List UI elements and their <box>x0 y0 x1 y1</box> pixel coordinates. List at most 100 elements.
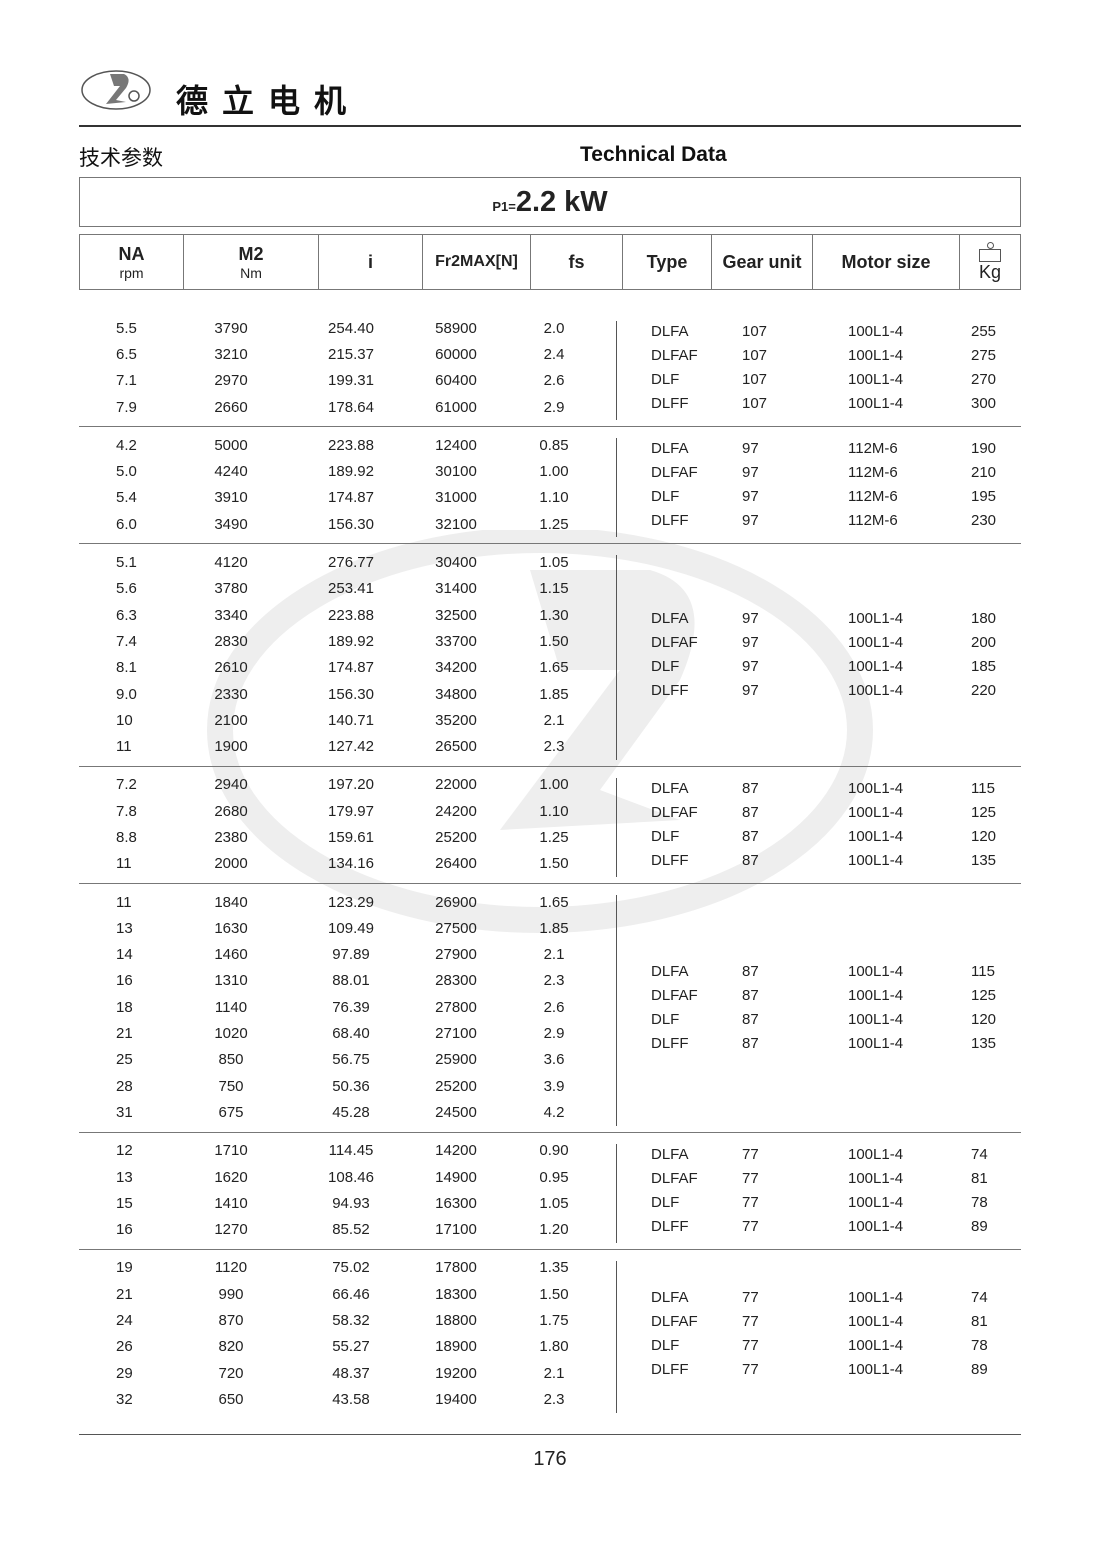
na-value: 14 <box>116 946 133 964</box>
na-value: 4.2 <box>116 436 137 454</box>
unit-list: DLFA 77 100L1-4 74 DLFAF 77 100L1-4 81 DLF 77 100L… <box>616 1255 1021 1413</box>
na-value: 5.1 <box>116 554 137 572</box>
table-row: 14 1460 97.89 27900 2.1 <box>79 942 616 968</box>
fr2max-value: 19200 <box>435 1364 477 1382</box>
gear-unit-value: 97 <box>742 464 759 482</box>
m2-value: 1410 <box>214 1194 248 1212</box>
unit-row: DLFAF 87 100L1-4 125 <box>616 983 1021 1007</box>
motor-size-value: 100L1-4 <box>848 1193 904 1211</box>
unit-row: DLFF 77 100L1-4 89 <box>616 1358 1021 1382</box>
na-value: 13 <box>116 919 133 937</box>
gear-unit-value: 87 <box>742 986 759 1004</box>
m2-value: 3340 <box>214 606 248 624</box>
table-row: 8.8 2380 159.61 25200 1.25 <box>79 824 616 850</box>
data-table: 5.5 3790 254.40 58900 2.0 6.5 3210 215.37 60000 2… <box>79 310 1021 1419</box>
col-m2-unit: Nm <box>240 264 262 281</box>
table-row: 24 870 58.32 18800 1.75 <box>79 1307 616 1333</box>
table-row: 9.0 2330 156.30 34800 1.85 <box>79 681 616 707</box>
motor-size-value: 100L1-4 <box>848 1145 904 1163</box>
unit-list: DLFA 87 100L1-4 115 DLFAF 87 100L1-4 125 DLF 87 10… <box>616 889 1021 1126</box>
gear-unit-value: 87 <box>742 962 759 980</box>
fr2max-value: 24200 <box>435 802 477 820</box>
na-value: 31 <box>116 1103 133 1121</box>
weight-value: 135 <box>971 1034 997 1052</box>
type-value: DLFF <box>651 1034 689 1052</box>
fs-value: 2.9 <box>543 1025 565 1043</box>
type-value: DLFF <box>651 1361 689 1379</box>
type-value: DLF <box>651 1193 680 1211</box>
m2-value: 1460 <box>214 946 248 964</box>
fs-value: 1.25 <box>539 515 569 533</box>
table-row: 13 1620 108.46 14900 0.95 <box>79 1164 616 1190</box>
table-row: 11 2000 134.16 26400 1.50 <box>79 851 616 877</box>
fr2max-value: 30100 <box>435 463 477 481</box>
gear-unit-value: 77 <box>742 1145 759 1163</box>
m2-value: 2940 <box>214 776 248 794</box>
unit-list: DLFA 77 100L1-4 74 DLFAF 77 100L1-4 81 DLF 77 100L… <box>616 1138 1021 1243</box>
fs-value: 1.05 <box>539 554 569 572</box>
ratio-value: 55.27 <box>332 1338 370 1356</box>
performance-rows: 7.2 2940 197.20 22000 1.00 7.8 2680 179.97 24200… <box>79 772 616 877</box>
table-row: 12 1710 114.45 14200 0.90 <box>79 1138 616 1164</box>
na-value: 25 <box>116 1051 133 1069</box>
table-row: 11 1900 127.42 26500 2.3 <box>79 733 616 759</box>
col-na-label: NA <box>118 243 145 264</box>
ratio-value: 127.42 <box>328 738 374 756</box>
fs-value: 2.9 <box>543 398 565 416</box>
fs-value: 1.50 <box>539 855 569 873</box>
weight-value: 185 <box>971 658 997 676</box>
fs-value: 1.10 <box>539 489 569 507</box>
table-row: 19 1120 75.02 17800 1.35 <box>79 1255 616 1281</box>
fr2max-value: 61000 <box>435 398 477 416</box>
weight-value: 81 <box>971 1169 988 1187</box>
fs-value: 1.10 <box>539 802 569 820</box>
m2-value: 1120 <box>214 1259 248 1277</box>
ratio-value: 66.46 <box>332 1285 370 1303</box>
m2-value: 750 <box>218 1077 244 1095</box>
m2-value: 1840 <box>214 893 248 911</box>
col-motor-size-label: Motor size <box>841 251 931 272</box>
weight-value: 270 <box>971 371 997 389</box>
m2-value: 3790 <box>214 319 248 337</box>
motor-size-value: 100L1-4 <box>848 1361 904 1379</box>
m2-value: 4240 <box>214 463 248 481</box>
ratio-value: 223.88 <box>328 436 374 454</box>
weight-value: 89 <box>971 1361 988 1379</box>
title-chinese: 技术参数 <box>79 147 163 170</box>
table-row: 26 820 55.27 18900 1.80 <box>79 1334 616 1360</box>
na-value: 6.3 <box>116 606 137 624</box>
unit-row: DLFAF 97 100L1-4 200 <box>616 631 1021 655</box>
unit-row: DLFF 87 100L1-4 135 <box>616 848 1021 872</box>
unit-row: DLFF 97 100L1-4 220 <box>616 679 1021 703</box>
company-logo <box>81 70 151 110</box>
fr2max-value: 25900 <box>435 1051 477 1069</box>
motor-size-value: 100L1-4 <box>848 347 904 365</box>
m2-value: 1900 <box>214 738 248 756</box>
na-value: 24 <box>116 1312 133 1330</box>
performance-rows: 11 1840 123.29 26900 1.65 13 1630 109.49 27500 1.… <box>79 889 616 1126</box>
na-value: 6.5 <box>116 345 137 363</box>
weight-value: 81 <box>971 1313 988 1331</box>
m2-value: 1710 <box>214 1142 248 1160</box>
page-number: 176 <box>533 1448 567 1470</box>
col-type: Type <box>623 235 712 289</box>
gear-unit-value: 77 <box>742 1313 759 1331</box>
ratio-value: 97.89 <box>332 946 370 964</box>
fr2max-value: 17800 <box>435 1259 477 1277</box>
data-group: 19 1120 75.02 17800 1.35 21 990 66.46 18300 1.50 2… <box>79 1250 1021 1419</box>
gear-unit-value: 107 <box>742 371 768 389</box>
col-fs: fs <box>531 235 623 289</box>
ratio-value: 50.36 <box>332 1077 370 1095</box>
weight-value: 210 <box>971 464 997 482</box>
gear-unit-value: 97 <box>742 682 759 700</box>
col-gear-unit-label: Gear unit <box>722 251 802 272</box>
unit-row: DLFA 77 100L1-4 74 <box>616 1142 1021 1166</box>
fr2max-value: 60000 <box>435 345 477 363</box>
ratio-value: 215.37 <box>328 345 374 363</box>
m2-value: 3490 <box>214 515 248 533</box>
motor-size-value: 112M-6 <box>848 512 898 530</box>
weight-value: 120 <box>971 1010 997 1028</box>
unit-row: DLFAF 87 100L1-4 125 <box>616 800 1021 824</box>
gear-unit-value: 87 <box>742 827 759 845</box>
gear-unit-value: 77 <box>742 1193 759 1211</box>
